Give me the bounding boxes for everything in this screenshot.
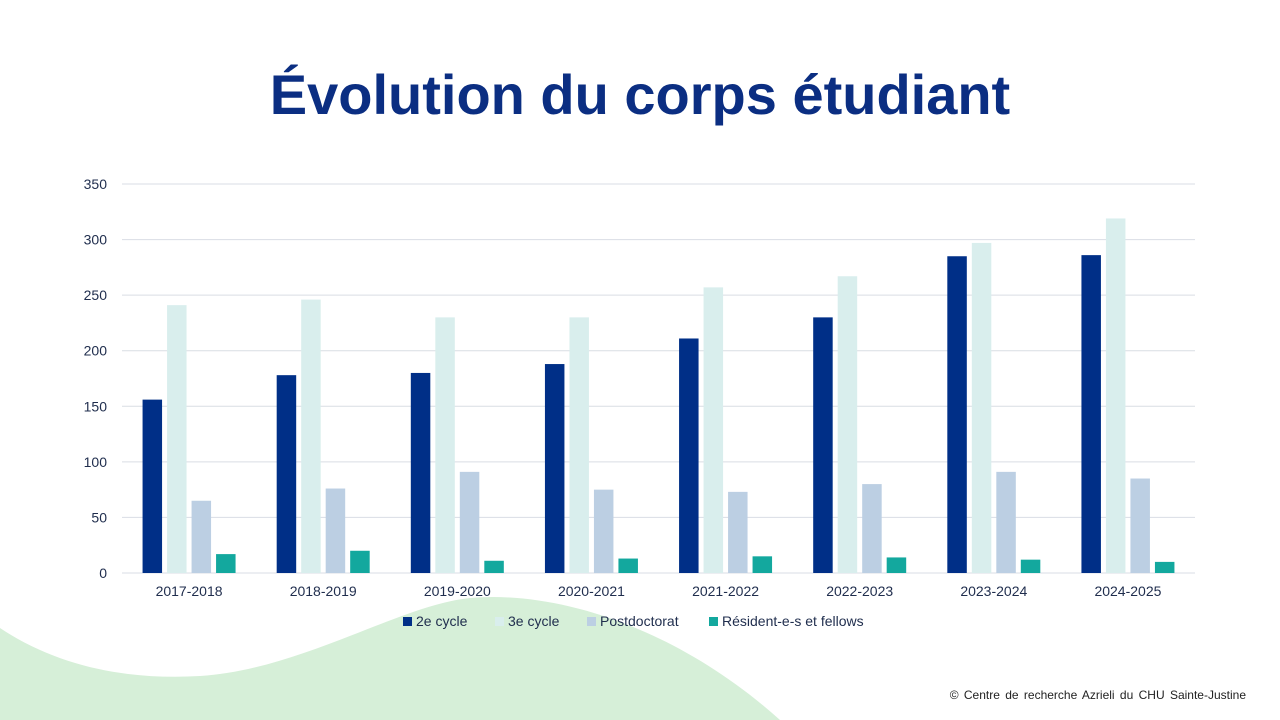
x-tick-label: 2024-2025: [1094, 583, 1161, 599]
x-tick-label: 2020-2021: [558, 583, 625, 599]
bar-4-2019-2020: [484, 560, 504, 573]
copyright-notice: © Centre de recherche Azrieli du CHU Sai…: [949, 688, 1246, 702]
bar-2-2017-2018: [167, 305, 187, 573]
bar-1-2024-2025: [1081, 255, 1101, 574]
bar-4-2023-2024: [1020, 559, 1041, 573]
legend-swatch: [587, 617, 596, 626]
bar-3-2020-2021: [593, 489, 614, 573]
bar-3-2017-2018: [191, 500, 212, 573]
bar-2-2018-2019: [301, 299, 321, 573]
bar-2-2021-2022: [703, 287, 724, 573]
bar-4-2020-2021: [618, 558, 638, 573]
x-tick-label: 2017-2018: [156, 583, 223, 599]
bar-4-2021-2022: [752, 556, 773, 573]
y-tick-label: 100: [84, 454, 108, 470]
legend: 2e cycle 3e cycle Postdoctorat Résident-e-s…: [403, 613, 864, 629]
bar-3-2022-2023: [862, 484, 882, 573]
bar-1-2020-2021: [544, 364, 565, 573]
bar-3-2023-2024: [996, 471, 1016, 573]
bar-1-2018-2019: [276, 375, 297, 573]
bar-2-2023-2024: [971, 242, 992, 574]
y-tick-label: 150: [84, 398, 108, 414]
y-tick-label: 0: [99, 565, 107, 581]
legend-label: Résident-e-s et fellows: [722, 613, 864, 629]
legend-swatch: [709, 617, 718, 626]
y-tick-label: 200: [84, 343, 108, 359]
legend-swatch: [495, 617, 504, 626]
bar-2-2020-2021: [569, 317, 589, 573]
bar-2-2024-2025: [1105, 218, 1126, 573]
y-tick-label: 50: [91, 509, 107, 525]
legend-label: Postdoctorat: [600, 613, 679, 629]
gridlines: [122, 183, 1195, 574]
x-tick-label: 2019-2020: [424, 583, 491, 599]
y-axis-ticks: 0 50 100 150 200 250 300 350: [84, 176, 108, 581]
y-tick-label: 300: [84, 232, 108, 248]
bar-4-2018-2019: [350, 550, 370, 573]
bar-4-2017-2018: [216, 554, 236, 573]
bars: [142, 218, 1175, 574]
bar-4-2024-2025: [1154, 561, 1175, 573]
x-tick-label: 2021-2022: [692, 583, 759, 599]
legend-label: 2e cycle: [416, 613, 468, 629]
bar-1-2017-2018: [142, 399, 163, 573]
bar-3-2024-2025: [1130, 478, 1150, 573]
page-title: Évolution du corps étudiant: [269, 63, 1011, 126]
bar-1-2022-2023: [813, 317, 833, 573]
bar-2-2019-2020: [435, 317, 455, 573]
bar-3-2018-2019: [325, 488, 346, 573]
y-tick-label: 350: [84, 176, 108, 192]
bar-1-2019-2020: [410, 372, 431, 573]
bar-1-2023-2024: [947, 256, 967, 573]
x-tick-label: 2023-2024: [960, 583, 1027, 599]
bar-4-2022-2023: [886, 557, 907, 573]
x-tick-label: 2018-2019: [290, 583, 357, 599]
bar-3-2021-2022: [728, 491, 748, 573]
bar-3-2019-2020: [459, 471, 480, 573]
y-tick-label: 250: [84, 287, 108, 303]
bar-2-2022-2023: [837, 276, 858, 573]
bar-1-2021-2022: [679, 338, 699, 573]
wave-shape: [0, 597, 780, 720]
legend-label: 3e cycle: [508, 613, 560, 629]
legend-swatch: [403, 617, 412, 626]
x-axis-ticks: 2017-2018 2018-2019 2019-2020 2020-2021 2021…: [156, 583, 1162, 599]
x-tick-label: 2022-2023: [826, 583, 893, 599]
